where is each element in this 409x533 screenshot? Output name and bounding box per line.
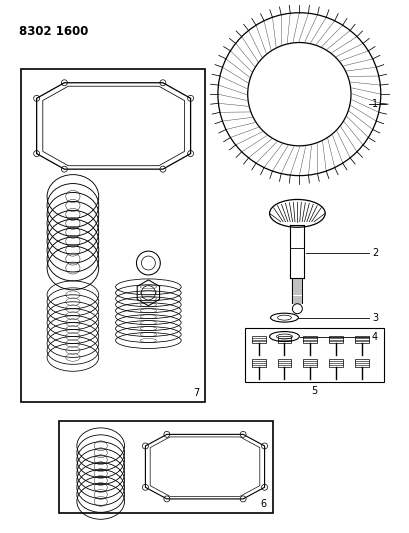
Bar xyxy=(21,69,204,402)
Bar xyxy=(354,359,368,367)
Bar xyxy=(328,336,342,343)
Text: 5: 5 xyxy=(310,386,317,396)
Bar xyxy=(251,359,265,367)
Bar xyxy=(277,359,291,367)
Bar xyxy=(59,421,272,513)
Bar xyxy=(244,328,383,382)
Bar xyxy=(251,336,265,343)
Text: 8302 1600: 8302 1600 xyxy=(19,25,88,38)
Bar xyxy=(328,359,342,367)
Bar xyxy=(354,336,368,343)
Text: 2: 2 xyxy=(371,248,377,258)
Text: 4: 4 xyxy=(371,332,377,342)
Bar xyxy=(277,336,291,343)
Text: 7: 7 xyxy=(192,388,198,398)
Text: 1: 1 xyxy=(371,99,377,109)
Bar xyxy=(303,336,317,343)
Text: 6: 6 xyxy=(260,499,266,510)
Bar xyxy=(303,359,317,367)
Text: 3: 3 xyxy=(371,313,377,322)
